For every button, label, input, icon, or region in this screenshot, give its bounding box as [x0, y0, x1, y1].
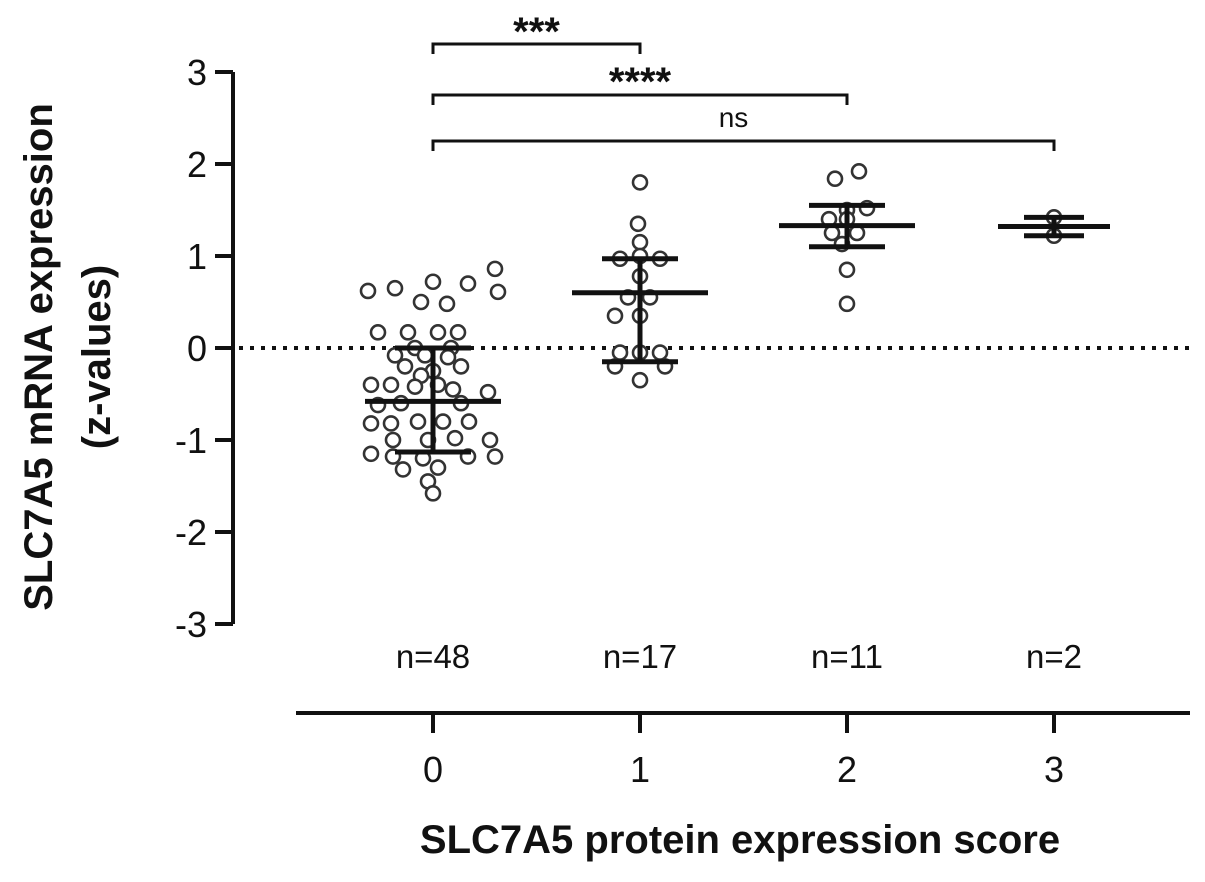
data-point — [359, 282, 377, 300]
data-point — [446, 429, 464, 447]
data-point — [424, 273, 442, 291]
median-iqr-bars — [365, 202, 1110, 455]
data-point — [438, 295, 456, 313]
data-point — [424, 485, 442, 502]
data-point — [479, 383, 497, 401]
data-point — [382, 376, 400, 394]
sample-size-label: n=2 — [1026, 638, 1082, 675]
data-point — [850, 163, 868, 180]
data-point — [429, 324, 447, 341]
data-point — [406, 378, 424, 395]
data-point — [838, 261, 856, 279]
data-point — [481, 431, 499, 449]
data-point — [631, 233, 649, 251]
sample-size-labels: n=48 n=17 n=11 n=2 — [396, 638, 1082, 675]
data-point — [396, 358, 414, 375]
data-point — [489, 283, 507, 301]
significance-brackets: *******ns — [431, 10, 1056, 151]
data-point — [444, 381, 462, 398]
data-point — [838, 295, 856, 313]
data-point — [651, 344, 669, 361]
y-tick-label: -3 — [175, 604, 207, 645]
data-point — [434, 413, 452, 430]
data-point — [362, 376, 380, 394]
data-point — [439, 348, 457, 366]
data-point — [386, 279, 404, 297]
significance-label: *** — [513, 10, 560, 54]
significance-bracket — [431, 93, 849, 105]
significance-bracket — [431, 139, 1056, 151]
y-tick-label: -1 — [175, 420, 207, 461]
x-axis: 0 1 2 3 — [296, 711, 1190, 790]
data-point — [629, 215, 647, 233]
data-point — [449, 324, 467, 341]
data-point — [486, 448, 504, 465]
data-point — [429, 459, 447, 476]
y-axis-title-line1: SLC7A5 mRNA expression — [17, 103, 61, 611]
x-axis-title: SLC7A5 protein expression score — [420, 818, 1060, 862]
x-tick-label: 1 — [630, 749, 650, 790]
significance-bracket — [431, 42, 642, 54]
data-point — [606, 307, 624, 325]
y-tick-label: 0 — [187, 328, 207, 369]
y-axis-title: SLC7A5 mRNA expression (z-values) — [17, 103, 119, 611]
data-point — [631, 174, 649, 191]
y-tick-label: 1 — [187, 236, 207, 277]
data-point — [412, 293, 430, 311]
sample-size-label: n=17 — [603, 638, 677, 675]
data-point — [826, 170, 844, 188]
sample-size-label: n=11 — [811, 638, 883, 675]
sample-size-label: n=48 — [396, 638, 470, 675]
data-point — [452, 358, 470, 375]
data-point — [362, 415, 380, 432]
significance-label: ns — [719, 102, 749, 133]
data-point — [394, 461, 412, 478]
x-tick-label: 2 — [837, 749, 857, 790]
data-point — [409, 413, 427, 430]
data-point — [369, 324, 387, 341]
y-axis-title-line2: (z-values) — [75, 265, 119, 450]
data-point — [459, 275, 477, 292]
x-tick-label: 0 — [423, 749, 443, 790]
data-point — [631, 371, 649, 389]
data-point — [460, 413, 478, 430]
data-point — [362, 445, 380, 463]
y-tick-label: 3 — [187, 52, 207, 93]
significance-label: **** — [609, 60, 672, 104]
data-point — [382, 415, 400, 432]
data-point — [611, 344, 629, 361]
x-tick-label: 3 — [1044, 749, 1064, 790]
data-point — [384, 431, 402, 449]
y-tick-label: -2 — [175, 512, 207, 553]
y-tick-label: 2 — [187, 144, 207, 185]
data-point — [399, 324, 417, 341]
data-point — [486, 260, 504, 278]
y-axis: 3 2 1 0 -1 -2 -3 — [175, 52, 235, 645]
